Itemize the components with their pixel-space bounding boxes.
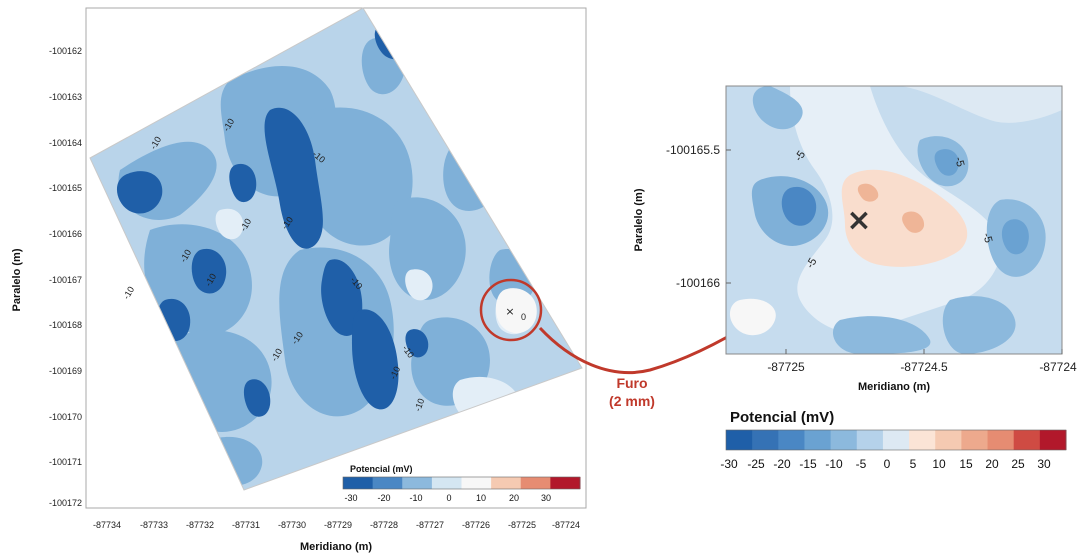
annotation-line1: Furo [616,375,647,391]
zoom-contour-field [726,86,1062,354]
zoom-colorbar-tick: 5 [910,457,917,471]
main-y-tick: -100171 [49,457,82,467]
colorbar-swatch [909,430,936,450]
zoom-hole-marker: × [846,203,871,238]
colorbar-swatch [1013,430,1041,450]
main-x-tick: -87729 [324,520,352,530]
main-y-tick: -100162 [49,46,82,56]
colorbar-swatch [778,430,805,450]
main-y-tick: -100172 [49,498,82,508]
zoom-colorbar-tick: 25 [1011,457,1025,471]
zoom-x-tick: -87724.5 [900,360,948,374]
zoom-colorbar-title: Potencial (mV) [730,409,834,426]
zoom-colorbar-tick: 10 [932,457,946,471]
main-colorbar-tick: 0 [446,493,451,503]
main-y-axis-ticks: -100162 -100163 -100164 -100165 -100166 … [49,46,82,508]
colorbar-swatch [372,477,403,489]
main-x-tick: -87733 [140,520,168,530]
main-x-tick: -87730 [278,520,306,530]
main-x-tick: -87727 [416,520,444,530]
colorbar-swatch [550,477,581,489]
zoom-colorbar: Potencial (mV) -30 -25 -20 -15 -10 -5 0 … [720,409,1067,471]
colorbar-swatch [1039,430,1067,450]
zoom-colorbar-tick: -20 [773,457,791,471]
main-colorbar-tick: 30 [541,493,551,503]
main-y-tick: -100166 [49,229,82,239]
main-colorbar-tick: -10 [409,493,422,503]
annotation-line2: (2 mm) [609,393,655,409]
colorbar-outline [725,429,1067,451]
main-colorbar-swatches [342,476,581,490]
main-x-tick: -87734 [93,520,121,530]
colorbar-swatch [461,477,492,489]
zoom-colorbar-tick: -30 [720,457,738,471]
zoom-y-tick: -100166 [676,276,720,290]
main-y-tick: -100164 [49,138,82,148]
zoom-tick-marks [726,149,1063,354]
main-colorbar-tick: 20 [509,493,519,503]
main-y-tick: -100168 [49,320,82,330]
colorbar-swatch [935,430,962,450]
main-map-chart: -100162 -100163 -100164 -100165 -100166 … [11,7,587,553]
main-y-tick: -100167 [49,275,82,285]
colorbar-swatch [402,477,433,489]
zoom-colorbar-tick: -15 [799,457,817,471]
main-colorbar-tick: -30 [344,493,357,503]
zoom-colorbar-swatches [725,429,1067,451]
zoom-colorbar-tick: -10 [825,457,843,471]
main-y-tick: -100163 [49,92,82,102]
colorbar-swatch [520,477,551,489]
zoom-x-axis-label: Meridiano (m) [858,381,930,393]
zoom-contour-label: -5 [980,232,994,245]
colorbar-swatch [752,430,779,450]
colorbar-swatch [491,477,522,489]
main-x-axis-label: Meridiano (m) [300,541,372,553]
main-colorbar-tick: 10 [476,493,486,503]
zoom-colorbar-tick: 30 [1037,457,1051,471]
main-y-tick: -100169 [49,366,82,376]
zoom-colorbar-tick: 20 [985,457,999,471]
hole-highlight-circle [479,278,543,342]
colorbar-outline [342,476,581,490]
main-x-tick: -87725 [508,520,536,530]
main-colorbar: Potencial (mV) -30 -20 -10 0 10 20 30 [342,464,581,503]
main-x-tick: -87732 [186,520,214,530]
zoom-colorbar-tick: 15 [959,457,973,471]
colorbar-swatch [961,430,989,450]
main-y-tick: -100165 [49,183,82,193]
zoom-colorbar-tick: -25 [747,457,765,471]
main-y-tick: -100170 [49,412,82,422]
colorbar-swatch [987,430,1015,450]
main-x-tick: -87726 [462,520,490,530]
colorbar-swatch [431,477,462,489]
zoom-colorbar-tick: -5 [856,457,867,471]
zoom-map-chart: -5 -5 -5 -5 × -100165.5 -100166 -87725 -… [633,85,1077,471]
main-colorbar-tick: -20 [377,493,390,503]
colorbar-swatch [343,477,374,489]
zoom-y-axis-label: Paralelo (m) [633,188,645,251]
colorbar-swatch [856,430,884,450]
contour-label: 0 [521,312,526,322]
main-hole-marker: × [505,305,514,318]
colorbar-swatch [882,430,910,450]
zoom-x-tick: -87724 [1039,360,1077,374]
colorbar-swatch [804,430,832,450]
main-x-tick: -87731 [232,520,260,530]
zoom-y-tick: -100165.5 [666,143,720,157]
main-x-tick: -87724 [552,520,580,530]
zoom-colorbar-tick: 0 [884,457,891,471]
contour-label: -10 [412,397,426,413]
main-y-axis-label: Paralelo (m) [11,248,23,311]
zoom-x-tick: -87725 [767,360,805,374]
zoom-plot-frame [725,85,1063,355]
main-x-axis-ticks: -87734 -87733 -87732 -87731 -87730 -8772… [93,520,580,530]
main-colorbar-title: Potencial (mV) [350,464,413,474]
colorbar-swatch [830,430,858,450]
main-x-tick: -87728 [370,520,398,530]
colorbar-swatch [726,430,753,450]
contour-label: -10 [388,365,403,381]
zoom-contour-label: -5 [952,156,966,169]
